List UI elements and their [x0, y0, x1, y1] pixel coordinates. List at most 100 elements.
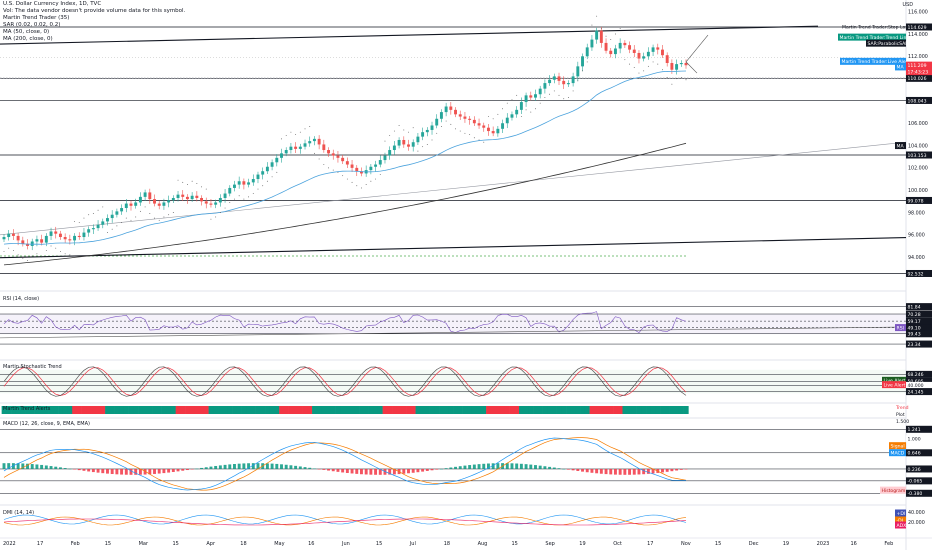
trend-strip-cell	[599, 406, 604, 414]
dmi-pane-title[interactable]: DMI (14, 14)	[3, 510, 34, 516]
rsi-pane-title[interactable]: RSI (14, close)	[3, 296, 39, 302]
sar-dot	[309, 126, 310, 127]
trend-strip-cell	[566, 406, 571, 414]
rsi-current-tag-text: RSI	[897, 325, 904, 331]
candle-body	[496, 129, 499, 133]
trend-pane-title[interactable]: Martin Trend Alerts	[3, 406, 50, 412]
dmi-plus-di-line	[4, 515, 686, 524]
candle-body	[590, 40, 593, 48]
sar-dot	[483, 142, 484, 143]
price-axis-tag: 108.043	[906, 97, 932, 104]
trend-strip-cell	[336, 406, 341, 414]
rsi-level-tag: 23.34	[906, 341, 932, 348]
sar-dot	[681, 77, 682, 78]
trend-strip-cell	[641, 406, 646, 414]
trend-strip-cell	[496, 406, 501, 414]
trend-strip-cell	[477, 406, 482, 414]
candle-body	[642, 56, 645, 58]
sar-dot	[286, 135, 287, 136]
stoch-pane-title[interactable]: Martin Stochastic Trend	[3, 364, 62, 370]
annotation-stop-loss: Martin Trend Trader:Stop Loss	[842, 24, 911, 30]
candle-body	[407, 144, 410, 146]
trend-strip-cell	[406, 406, 411, 414]
sar-dot	[36, 253, 37, 254]
macd-histogram-bar	[83, 469, 86, 471]
indicator-legend-ma200[interactable]: MA (200, close, 0)	[3, 36, 185, 43]
time-axis-label: Feb	[884, 541, 893, 547]
candle-body	[158, 204, 161, 206]
trend-strip-cell	[444, 406, 449, 414]
indicator-legend-trend-trader[interactable]: Martin Trend Trader (35)	[3, 15, 185, 22]
trend-strip-cell	[350, 406, 355, 414]
macd-histogram-bar	[115, 469, 118, 474]
macd-level-tag-text: -0.065	[908, 479, 923, 485]
macd-histogram-bar	[97, 469, 100, 473]
macd-pane-title[interactable]: MACD (12, 26, close, 9, EMA, EMA)	[3, 421, 90, 427]
trend-strip-cell	[204, 406, 209, 414]
trend-strip-cell	[317, 406, 322, 414]
candle-body	[374, 165, 377, 167]
macd-histogram-bar	[186, 469, 189, 470]
trend-strip-cell	[425, 406, 430, 414]
candle-body	[506, 118, 509, 124]
macd-histogram-bar	[633, 469, 636, 475]
time-axis-label: 15	[512, 541, 518, 547]
candle-body	[322, 144, 325, 150]
macd-histogram-bar	[374, 469, 377, 475]
candle-body	[130, 204, 133, 206]
macd-histogram-bar	[73, 469, 76, 470]
macd-histogram-bar	[548, 467, 551, 469]
candle-body	[233, 185, 236, 188]
candle-body	[501, 123, 504, 129]
candle-body	[200, 198, 203, 201]
trend-strip-cell	[218, 406, 223, 414]
sar-dot	[450, 124, 451, 125]
sar-dot	[352, 182, 353, 183]
trend-strip-cell	[359, 406, 364, 414]
sar-dot	[380, 174, 381, 175]
macd-histogram-bar	[515, 464, 518, 469]
indicator-legend-sar[interactable]: SAR (0.02, 0.02, 0.2)	[3, 22, 185, 29]
candle-body	[416, 137, 419, 143]
candle-body	[520, 102, 523, 110]
macd-histogram-bar	[567, 469, 570, 470]
candle-body	[628, 45, 631, 49]
macd-histogram-bar	[120, 469, 123, 475]
candle-body	[609, 51, 612, 54]
macd-histogram-bar	[304, 467, 307, 469]
sar-dot	[22, 258, 23, 259]
candle-body	[595, 31, 598, 40]
candle-body	[64, 237, 67, 239]
candle-body	[543, 83, 546, 89]
macd-histogram-bar	[31, 464, 34, 469]
macd-histogram-bar	[35, 464, 38, 469]
trend-strip-cell	[401, 406, 406, 414]
indicator-legend-ma50[interactable]: MA (50, close, 0)	[3, 29, 185, 36]
macd-histogram-bar	[158, 469, 161, 474]
candle-body	[614, 49, 617, 55]
trend-strip-cell	[646, 406, 651, 414]
candle-body	[115, 211, 118, 214]
trend-strip-cell	[143, 406, 148, 414]
sar-dot	[98, 210, 99, 211]
macd-level-tag: 1.000	[906, 435, 932, 442]
macd-histogram-bar	[3, 463, 6, 469]
candle-body	[661, 50, 664, 56]
dmi-tick-label: 40.000	[908, 510, 925, 516]
candle-body	[426, 130, 429, 132]
macd-histogram-bar	[360, 469, 363, 474]
time-axis-label: Sep	[545, 541, 554, 547]
macd-histogram-bar	[299, 466, 302, 469]
trend-strip-cell	[510, 406, 515, 414]
macd-histogram-bar	[421, 469, 424, 472]
trend-strip-cell	[383, 406, 388, 414]
sar-dot	[79, 222, 80, 223]
trend-strip-cell	[96, 406, 101, 414]
macd-histogram-bar	[369, 469, 372, 475]
candle-body	[473, 120, 476, 123]
candle-body	[539, 89, 542, 95]
sar-dot	[145, 206, 146, 207]
trend-strip-cell	[505, 406, 510, 414]
